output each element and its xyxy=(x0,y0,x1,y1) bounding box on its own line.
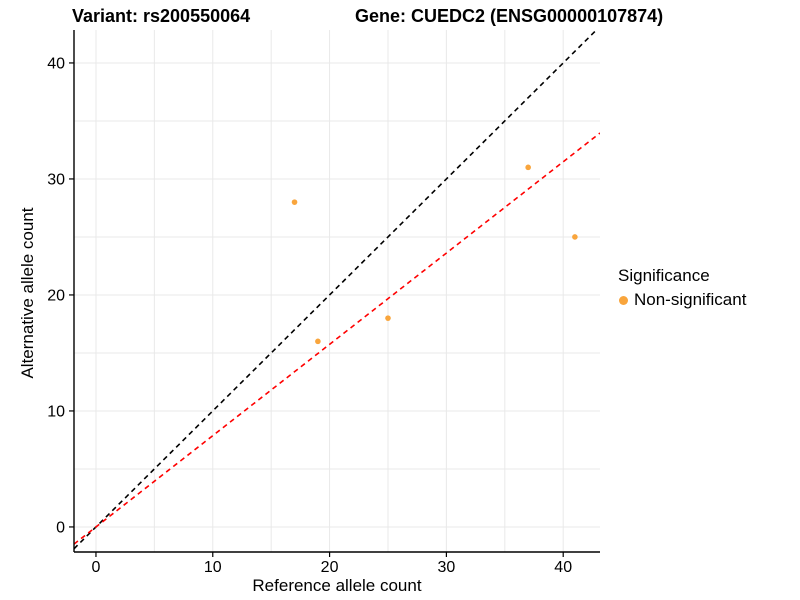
legend: Significance Non-significant xyxy=(612,266,746,310)
data-point[interactable] xyxy=(291,199,298,205)
y-tick-label: 40 xyxy=(47,55,65,72)
y-tick-label: 0 xyxy=(56,519,65,536)
axis-lines xyxy=(73,30,600,553)
legend-title: Significance xyxy=(618,266,710,285)
data-point[interactable] xyxy=(525,164,531,171)
data-point[interactable] xyxy=(385,315,391,321)
gridlines xyxy=(74,30,600,552)
legend-point-icon xyxy=(619,295,628,305)
y-tick-label: 10 xyxy=(47,403,65,420)
x-tick-label: 0 xyxy=(92,559,101,576)
plot-title-gene: Gene: CUEDC2 (ENSG00000107874) xyxy=(355,6,664,26)
identity-line xyxy=(74,30,598,550)
x-tick-label: 40 xyxy=(554,559,572,576)
plot-title-variant: Variant: rs200550064 xyxy=(72,6,251,26)
legend-item-label: Non-significant xyxy=(634,290,747,309)
fit-line xyxy=(74,132,600,545)
x-axis-title: Reference allele count xyxy=(252,576,422,595)
y-axis-title: Alternative allele count xyxy=(18,207,37,379)
x-tick-label: 10 xyxy=(204,559,222,576)
x-tick-label: 20 xyxy=(321,559,339,576)
y-tick-label: 20 xyxy=(47,287,65,304)
legend-items: Non-significant xyxy=(612,290,746,310)
data-point[interactable] xyxy=(315,338,321,345)
x-tick-label: 30 xyxy=(437,559,455,576)
data-point[interactable] xyxy=(572,234,578,240)
legend-item[interactable]: Non-significant xyxy=(612,290,746,310)
y-tick-label: 30 xyxy=(47,171,65,188)
